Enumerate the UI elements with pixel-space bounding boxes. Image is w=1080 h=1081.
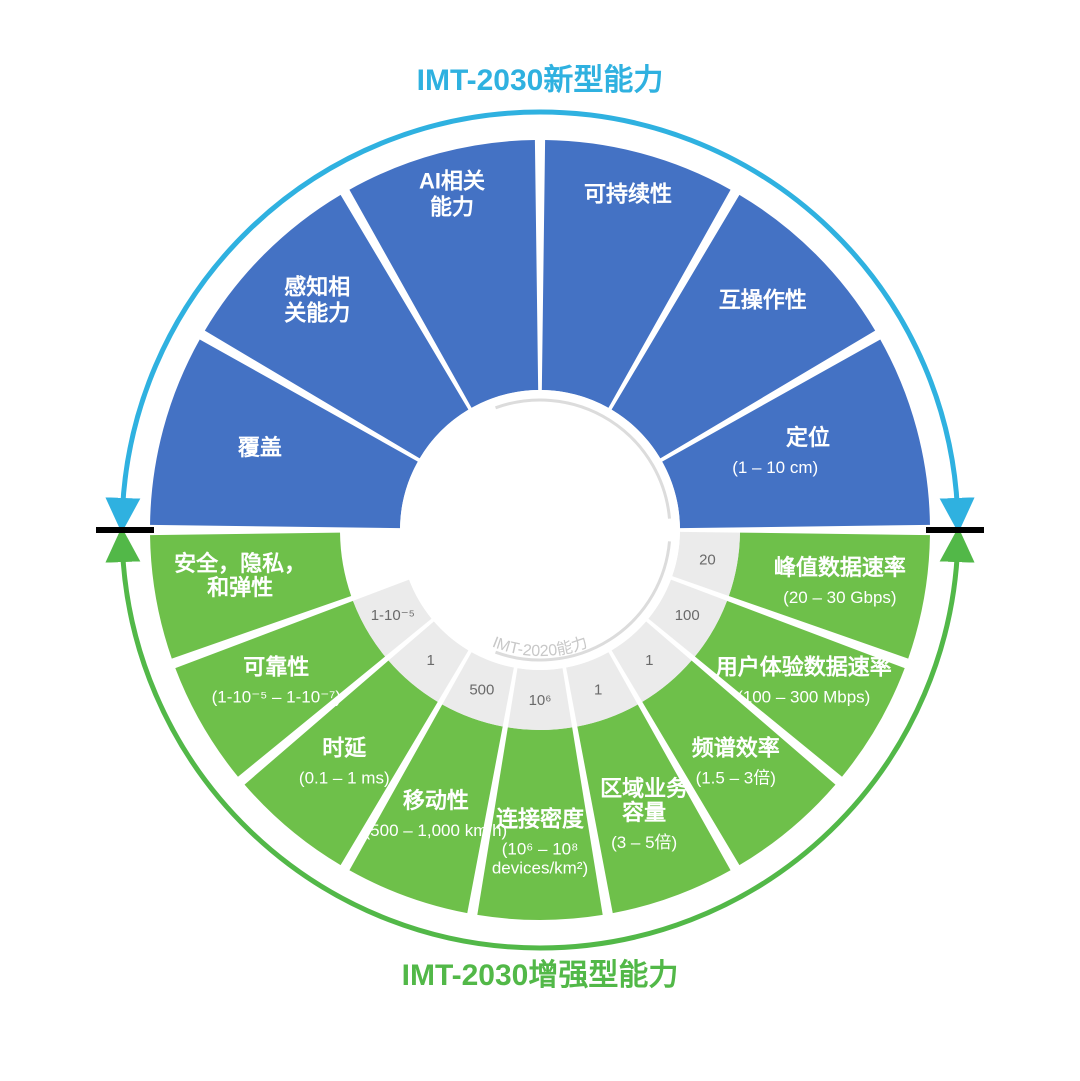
imt-2030-capability-wheel: 覆盖感知相关能力AI相关能力可持续性互操作性定位(1 – 10 cm)20峰值数… bbox=[0, 0, 1080, 1081]
top-segment-title: 可持续性 bbox=[584, 182, 672, 207]
bottom-segment-sub: (10⁶ – 10⁸devices/km²) bbox=[492, 840, 588, 878]
bottom-segment-title: 峰值数据速率 bbox=[774, 555, 906, 580]
watermark: 知乎 @科闻社 bbox=[917, 1041, 1068, 1068]
bottom-segment-sub: (1-10⁻⁵ – 1-10⁻⁷) bbox=[212, 687, 341, 706]
title-top: IMT-2030新型能力 bbox=[417, 64, 664, 97]
bottom-segment-title: 用户体验数据速率 bbox=[716, 654, 892, 679]
bottom-segment-title: 时延 bbox=[322, 735, 367, 760]
bottom-segment-sub: (3 – 5倍) bbox=[611, 833, 677, 852]
inner-value: 20 bbox=[699, 552, 716, 569]
center-circle bbox=[400, 390, 680, 670]
inner-value: 500 bbox=[469, 682, 494, 699]
bottom-segment-title: 频谱效率 bbox=[692, 735, 780, 760]
top-segment-title: 覆盖 bbox=[237, 435, 282, 460]
title-bottom: IMT-2030增强型能力 bbox=[402, 959, 679, 992]
inner-value: 100 bbox=[675, 607, 700, 624]
bottom-segment-title: 连接密度 bbox=[496, 807, 585, 832]
bottom-segment-sub: (20 – 30 Gbps) bbox=[783, 588, 896, 607]
top-segment-title: 感知相关能力 bbox=[284, 274, 350, 325]
inner-value: 1 bbox=[427, 652, 435, 669]
inner-value: 1 bbox=[645, 652, 653, 669]
top-segment-sub: (1 – 10 cm) bbox=[732, 458, 818, 477]
inner-value: 10⁶ bbox=[529, 692, 552, 709]
bottom-segment-title: 移动性 bbox=[403, 788, 469, 813]
bottom-segment-sub: (100 – 300 Mbps) bbox=[737, 687, 870, 706]
inner-value: 1 bbox=[594, 682, 602, 699]
bottom-segment-sub: (1.5 – 3倍) bbox=[696, 768, 776, 787]
inner-value: 1-10⁻⁵ bbox=[371, 607, 415, 624]
top-segment-title: 定位 bbox=[786, 425, 830, 450]
bottom-segment-sub: (0.1 – 1 ms) bbox=[299, 768, 390, 787]
bottom-segment-title: 可靠性 bbox=[243, 654, 309, 679]
top-segment-title: 互操作性 bbox=[719, 287, 807, 312]
bottom-segment-sub: (500 – 1,000 km/h) bbox=[365, 821, 508, 840]
